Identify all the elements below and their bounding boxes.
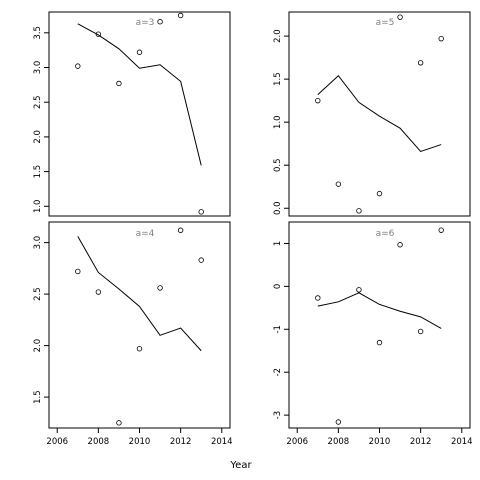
data-point	[136, 345, 143, 352]
y-tick-label: 3.0	[33, 61, 43, 75]
data-point	[335, 181, 342, 187]
panel-frame	[48, 221, 231, 429]
data-point	[376, 190, 383, 197]
fitted-line	[317, 292, 442, 329]
y-tick-label: -2	[273, 368, 283, 376]
panel-label: a=6	[376, 229, 395, 239]
y-tick-label: 0	[273, 284, 283, 289]
data-point	[157, 285, 163, 291]
panel-label: a=4	[136, 229, 155, 239]
panel-a3: 1.0 1.5 2.0 2.5 3.0 3.5 a=3	[33, 11, 231, 217]
data-point	[157, 19, 163, 25]
y-tick-label: 0.5	[273, 158, 283, 172]
data-point	[376, 339, 383, 346]
data-point	[356, 287, 362, 293]
x-tick-label: 2010	[129, 437, 151, 447]
panels-group: 1.0 1.5 2.0 2.5 3.0 3.5 a=3 0.0 0.5 1.0 1.5 2.0 a=5 1…	[33, 11, 473, 447]
data-point	[438, 35, 444, 42]
y-tick-label: -3	[273, 411, 283, 419]
x-tick-label: 2008	[328, 437, 350, 447]
x-axis-label: Year	[229, 460, 252, 471]
data-point	[397, 14, 403, 20]
y-tick-label: -1	[273, 325, 283, 333]
y-tick-label: 1.5	[273, 72, 283, 86]
x-tick-label: 2006	[46, 437, 68, 447]
y-tick-label: 3.0	[33, 236, 43, 250]
data-point	[438, 227, 444, 233]
data-point	[356, 208, 362, 214]
data-point	[177, 12, 184, 19]
data-point	[315, 295, 321, 301]
data-point	[116, 420, 122, 426]
panel-label: a=5	[376, 18, 395, 28]
y-tick-label: 2.5	[33, 287, 43, 301]
panel-a4: 1.5 2.0 2.5 3.0 2006 2008 2010 2012 2014 a=4	[33, 221, 233, 447]
data-point	[75, 63, 81, 69]
data-point	[397, 242, 403, 248]
y-tick-label: 2.0	[33, 339, 43, 353]
y-tick-label: 1.0	[33, 200, 43, 214]
data-point	[335, 419, 342, 425]
data-point	[177, 227, 184, 233]
x-tick-label: 2014	[211, 437, 233, 447]
y-tick-label: 1.5	[33, 390, 43, 404]
y-tick-label: 1.5	[33, 165, 43, 179]
panel-label: a=3	[136, 18, 155, 28]
y-tick-label: 0.0	[273, 201, 283, 215]
y-tick-label: 2.0	[33, 130, 43, 144]
data-point	[198, 209, 204, 215]
data-point	[198, 257, 204, 263]
y-tick-label: 2.5	[33, 95, 43, 109]
y-tick-label: 1	[273, 241, 283, 246]
panel-a6: -3 -2 -1 0 1 2006 2008 2010 2012 2014 a=6	[273, 221, 473, 447]
data-point	[116, 80, 122, 87]
data-point	[95, 289, 102, 295]
panel-frame	[288, 221, 471, 429]
x-tick-label: 2006	[286, 437, 308, 447]
data-point	[136, 49, 143, 55]
data-point	[315, 97, 321, 104]
fitted-line	[317, 74, 442, 153]
y-tick-label: 3.5	[33, 26, 43, 40]
panel-frame	[48, 11, 231, 217]
data-point	[417, 60, 424, 66]
panel-frame	[288, 11, 471, 217]
data-point	[75, 268, 81, 275]
fitted-line	[77, 23, 202, 166]
x-tick-label: 2008	[88, 437, 110, 447]
x-tick-label: 2012	[410, 437, 432, 447]
y-tick-label: 2.0	[273, 29, 283, 43]
fitted-line	[77, 236, 202, 352]
x-tick-label: 2014	[451, 437, 473, 447]
panel-a5: 0.0 0.5 1.0 1.5 2.0 a=5	[273, 11, 471, 217]
x-tick-label: 2012	[170, 437, 192, 447]
y-tick-label: 1.0	[273, 115, 283, 129]
data-point	[417, 328, 424, 335]
x-tick-label: 2010	[369, 437, 391, 447]
